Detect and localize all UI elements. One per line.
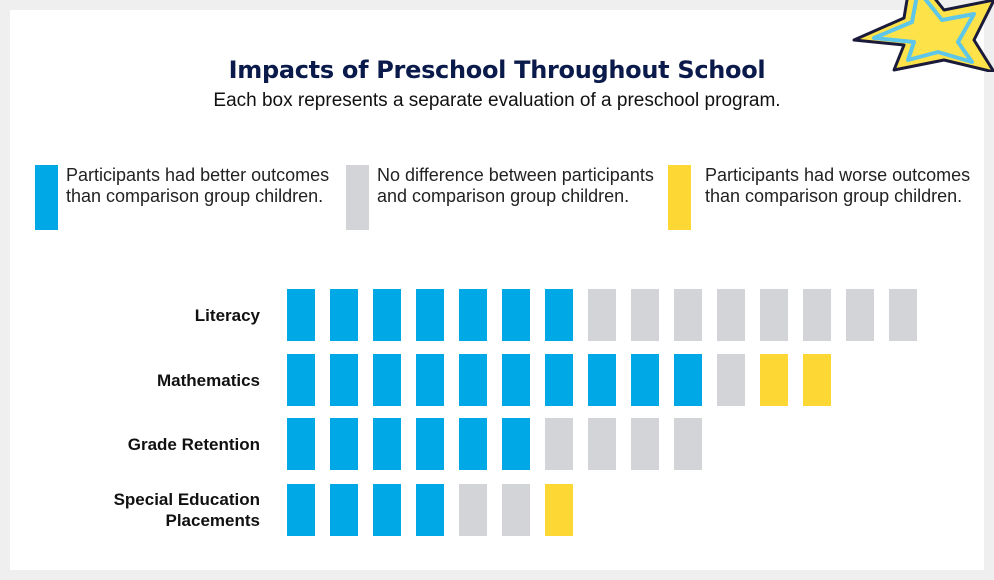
unit-box (588, 289, 616, 341)
unit-box (588, 418, 616, 470)
unit-box (502, 418, 530, 470)
chart-subtitle: Each box represents a separate evaluatio… (10, 90, 984, 112)
unit-box (287, 418, 315, 470)
unit-box (373, 418, 401, 470)
unit-box (674, 354, 702, 406)
unit-box (803, 354, 831, 406)
unit-box (459, 484, 487, 536)
unit-box (803, 289, 831, 341)
unit-box (502, 289, 530, 341)
category-label: Special Education Placements (40, 484, 260, 536)
unit-box (373, 289, 401, 341)
unit-box (287, 354, 315, 406)
legend-swatch (668, 165, 691, 230)
page: {"chart_data": {"type": "unit", "title":… (0, 0, 994, 580)
legend-label: No difference between participants and c… (377, 165, 657, 207)
unit-box (287, 484, 315, 536)
unit-box (459, 289, 487, 341)
unit-box (760, 354, 788, 406)
unit-box (330, 289, 358, 341)
legend-swatch (346, 165, 369, 230)
category-label: Mathematics (40, 354, 260, 406)
unit-box (674, 418, 702, 470)
unit-box (416, 484, 444, 536)
unit-box (545, 354, 573, 406)
unit-box (416, 354, 444, 406)
unit-box (459, 418, 487, 470)
unit-box (416, 289, 444, 341)
unit-box (631, 354, 659, 406)
unit-box (631, 289, 659, 341)
unit-box (846, 289, 874, 341)
category-label: Literacy (40, 289, 260, 341)
legend-swatch (35, 165, 58, 230)
unit-box (373, 484, 401, 536)
star-decoration (834, 0, 994, 72)
unit-box (330, 418, 358, 470)
unit-box (459, 354, 487, 406)
unit-box (674, 289, 702, 341)
unit-box (889, 289, 917, 341)
unit-box (717, 289, 745, 341)
legend-label: Participants had worse outcomes than com… (705, 165, 985, 207)
unit-box (416, 418, 444, 470)
unit-box (502, 354, 530, 406)
unit-box (502, 484, 530, 536)
chart-panel: Impacts of Preschool Throughout School E… (10, 10, 984, 570)
unit-box (330, 484, 358, 536)
unit-box (373, 354, 401, 406)
unit-box (545, 418, 573, 470)
unit-box (545, 289, 573, 341)
unit-box (545, 484, 573, 536)
legend-label: Participants had better outcomes than co… (66, 165, 346, 207)
unit-box (287, 289, 315, 341)
unit-box (717, 354, 745, 406)
unit-box (588, 354, 616, 406)
unit-box (330, 354, 358, 406)
unit-box (760, 289, 788, 341)
category-label: Grade Retention (40, 418, 260, 470)
unit-box (631, 418, 659, 470)
